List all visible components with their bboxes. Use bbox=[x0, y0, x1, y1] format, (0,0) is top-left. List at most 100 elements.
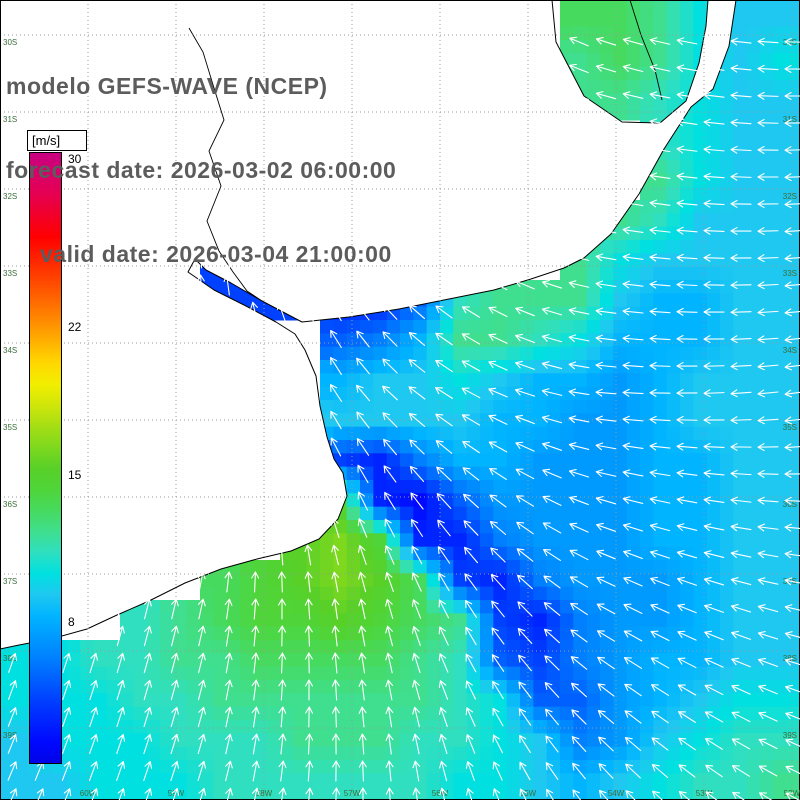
wind-speed-cell bbox=[360, 666, 374, 681]
wind-speed-cell bbox=[733, 373, 748, 388]
wind-direction-arrow bbox=[330, 275, 342, 295]
wind-direction-arrow bbox=[170, 787, 180, 800]
wind-speed-cell bbox=[186, 786, 201, 800]
wind-speed-cell bbox=[653, 653, 668, 668]
wind-speed-cell bbox=[666, 480, 681, 494]
wind-speed-cell bbox=[613, 706, 628, 721]
wind-direction-arrow bbox=[624, 736, 642, 752]
wind-speed-cell bbox=[693, 200, 708, 214]
wind-speed-cell bbox=[573, 706, 588, 721]
wind-direction-arrow bbox=[757, 523, 779, 532]
wind-direction-arrow bbox=[305, 679, 313, 701]
wind-speed-cell bbox=[773, 533, 788, 548]
wind-direction-arrow bbox=[278, 679, 287, 701]
wind-speed-cell bbox=[426, 693, 441, 708]
wind-speed-cell bbox=[600, 466, 614, 481]
wind-speed-cell bbox=[453, 626, 468, 641]
wind-speed-cell bbox=[760, 186, 774, 201]
wind-direction-arrow bbox=[571, 682, 587, 698]
wind-speed-cell bbox=[533, 573, 548, 588]
wind-speed-cell bbox=[693, 760, 708, 774]
wind-direction-arrow bbox=[622, 334, 644, 343]
wind-speed-cell bbox=[573, 760, 588, 774]
wind-direction-arrow bbox=[278, 625, 287, 647]
wind-speed-cell bbox=[373, 360, 388, 374]
wind-direction-arrow bbox=[676, 118, 698, 127]
wind-speed-cell bbox=[666, 746, 681, 761]
wind-speed-cell bbox=[720, 533, 734, 548]
wind-speed-cell bbox=[186, 733, 201, 748]
wind-direction-arrow bbox=[276, 275, 286, 295]
wind-direction-arrow bbox=[543, 602, 561, 616]
wind-speed-cell bbox=[613, 520, 628, 534]
wind-speed-cell bbox=[706, 133, 721, 148]
wind-speed-cell bbox=[266, 680, 281, 694]
wind-speed-cell bbox=[653, 693, 668, 708]
wind-speed-cell bbox=[600, 26, 614, 41]
wind-direction-arrow bbox=[411, 599, 422, 619]
wind-speed-cell bbox=[680, 786, 694, 800]
wind-direction-arrow bbox=[649, 226, 671, 235]
wind-speed-cell bbox=[733, 253, 748, 268]
wind-speed-cell bbox=[746, 786, 761, 800]
wind-speed-cell bbox=[93, 746, 108, 761]
wind-speed-cell bbox=[186, 666, 201, 681]
wind-speed-cell bbox=[413, 600, 428, 614]
wind-speed-cell bbox=[506, 693, 521, 708]
wind-direction-arrow bbox=[677, 603, 697, 614]
wind-direction-arrow bbox=[730, 523, 752, 532]
wind-speed-cell bbox=[626, 640, 641, 654]
wind-speed-cell bbox=[666, 493, 681, 508]
wind-speed-cell bbox=[640, 13, 654, 28]
wind-speed-cell bbox=[733, 40, 748, 54]
wind-direction-arrow bbox=[568, 361, 590, 370]
wind-speed-cell bbox=[746, 333, 761, 348]
wind-speed-cell bbox=[506, 653, 521, 668]
wind-speed-cell bbox=[480, 373, 494, 388]
wind-speed-cell bbox=[560, 653, 574, 668]
wind-speed-cell bbox=[666, 693, 681, 708]
wind-speed-cell bbox=[466, 453, 481, 468]
wind-speed-cell bbox=[786, 306, 800, 321]
wind-speed-cell bbox=[440, 600, 454, 614]
wind-speed-cell bbox=[426, 506, 441, 521]
wind-speed-cell bbox=[400, 320, 414, 334]
colorbar-tick-label: 8 bbox=[68, 614, 75, 629]
wind-speed-cell bbox=[213, 760, 228, 774]
wind-speed-cell bbox=[146, 746, 161, 761]
wind-direction-arrow bbox=[438, 626, 449, 646]
wind-speed-cell bbox=[306, 586, 321, 601]
latitude-label: 30S bbox=[783, 38, 797, 47]
wind-speed-cell bbox=[666, 533, 681, 548]
wind-speed-cell bbox=[533, 626, 548, 641]
wind-speed-cell bbox=[626, 613, 641, 628]
wind-speed-cell bbox=[560, 320, 574, 334]
wind-speed-cell bbox=[373, 573, 388, 588]
wind-speed-cell bbox=[333, 626, 348, 641]
longitude-label: 55W bbox=[520, 789, 537, 798]
wind-direction-arrow bbox=[705, 791, 723, 800]
wind-speed-cell bbox=[666, 13, 681, 28]
wind-speed-cell bbox=[493, 613, 508, 628]
wind-speed-cell bbox=[213, 786, 228, 800]
wind-speed-cell bbox=[666, 293, 681, 308]
wind-direction-arrow bbox=[622, 469, 644, 478]
wind-direction-arrow bbox=[570, 602, 588, 616]
wind-speed-cell bbox=[720, 493, 734, 508]
wind-speed-cell bbox=[173, 666, 188, 681]
wind-speed-cell bbox=[680, 720, 694, 734]
wind-speed-cell bbox=[720, 80, 734, 94]
wind-direction-arrow bbox=[572, 789, 586, 800]
wind-direction-arrow bbox=[730, 91, 752, 100]
wind-direction-arrow bbox=[676, 199, 698, 208]
wind-speed-cell bbox=[653, 266, 668, 281]
wind-speed-cell bbox=[213, 773, 228, 788]
wind-speed-cell bbox=[626, 80, 641, 94]
wind-speed-cell bbox=[640, 533, 654, 548]
wind-speed-cell bbox=[493, 320, 508, 334]
wind-speed-cell bbox=[440, 453, 454, 468]
wind-speed-cell bbox=[720, 240, 734, 254]
wind-speed-cell bbox=[706, 693, 721, 708]
wind-direction-arrow bbox=[330, 464, 341, 484]
wind-speed-cell bbox=[573, 346, 588, 361]
